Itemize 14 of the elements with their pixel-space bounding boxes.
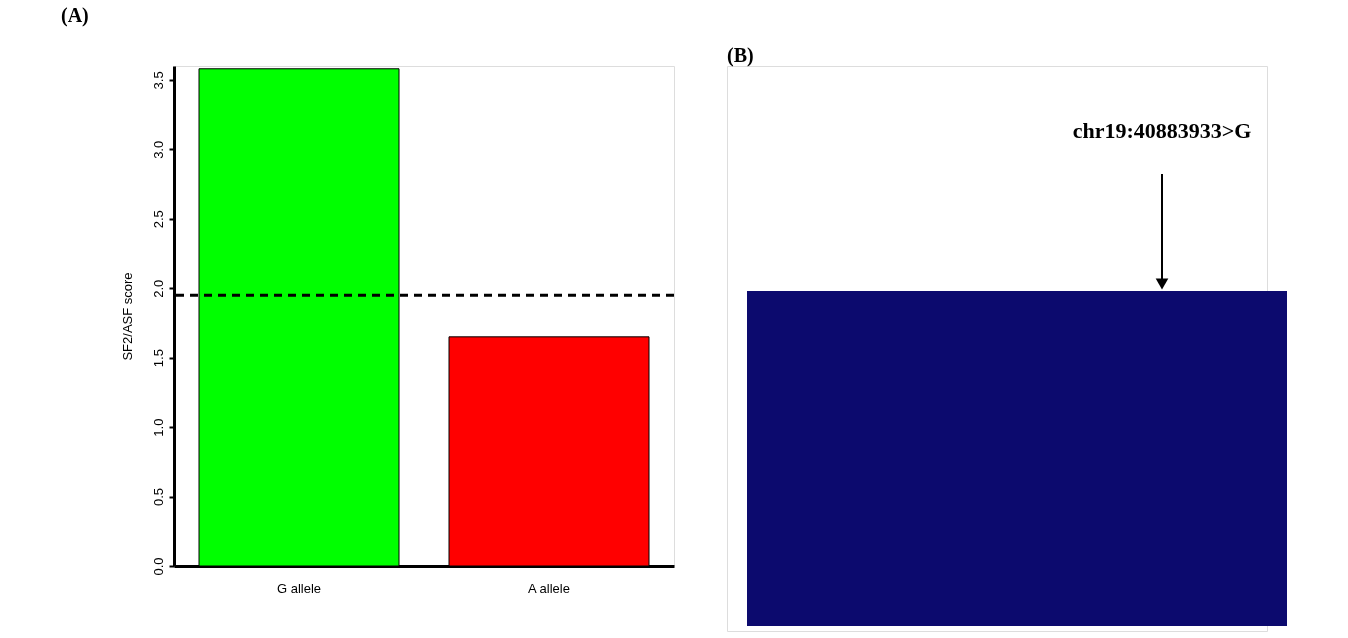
y-tick-label: 1.5 xyxy=(150,349,166,368)
y-tick-label: 0.5 xyxy=(150,488,166,507)
y-axis-title: SF2/ASF score xyxy=(119,272,135,361)
y-tick-label: 0.0 xyxy=(150,557,166,576)
chart-title: (A) xyxy=(61,4,89,27)
y-tick-label: 3.0 xyxy=(150,140,166,159)
x-tick-label: G allele xyxy=(276,580,322,596)
y-tick-label: 3.5 xyxy=(150,71,166,90)
text: (B) xyxy=(727,44,754,67)
text: chr19:40883933>G xyxy=(1072,118,1252,143)
y-tick-label: 2.0 xyxy=(150,279,166,298)
y-tick-label: 1.0 xyxy=(150,418,166,437)
y-tick-label: 2.5 xyxy=(150,210,166,229)
x-tick-label: A allele xyxy=(528,580,570,596)
